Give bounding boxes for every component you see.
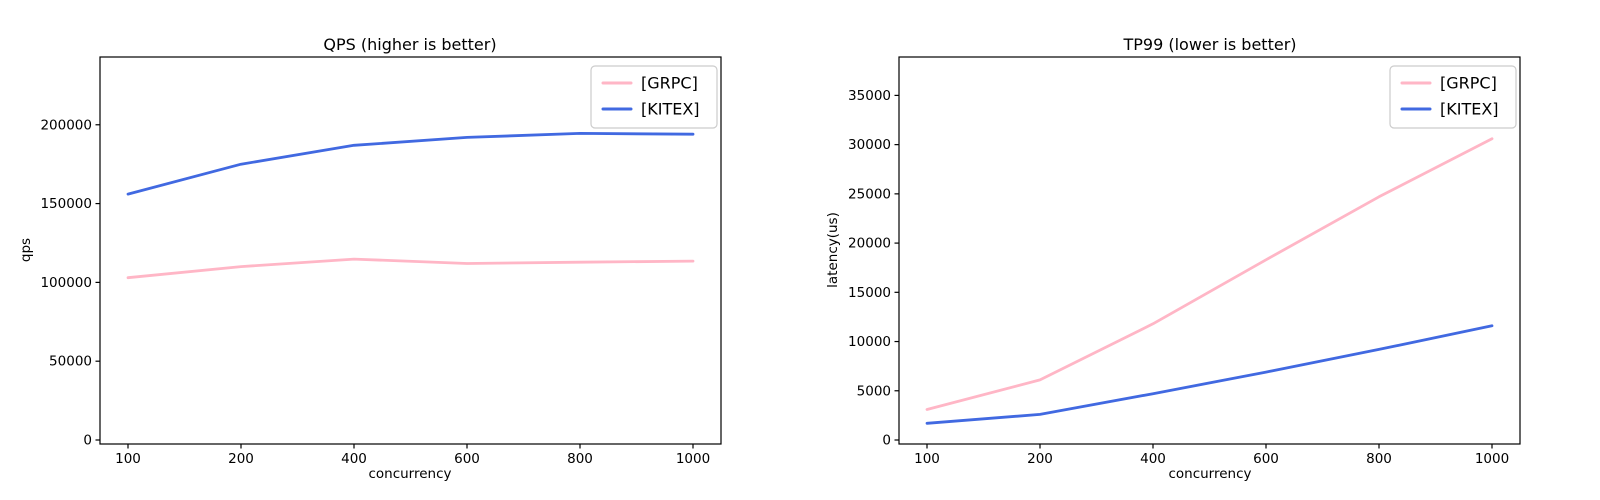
qps-plot-frame — [99, 56, 722, 445]
tp99-y-tick-label: 25000 — [848, 186, 891, 202]
qps-legend-label-kitex: [KITEX] — [641, 100, 700, 119]
tp99-y-tick-label: 35000 — [848, 88, 891, 104]
qps-y-axis-label: qps — [18, 237, 34, 263]
qps-x-axis-label: concurrency — [368, 466, 452, 482]
tp99-line-kitex — [925, 324, 1494, 425]
qps-y-tick-label: 50000 — [49, 354, 92, 370]
qps-y-tick-label: 0 — [83, 433, 92, 449]
tp99-x-tick-label: 800 — [1366, 451, 1392, 467]
tp99-legend-label-kitex: [KITEX] — [1440, 100, 1499, 119]
qps-legend: [GRPC] [KITEX] — [590, 65, 718, 129]
tp99-plot-frame — [898, 56, 1521, 445]
tp99-x-tick-label: 400 — [1140, 451, 1166, 467]
qps-legend-label-grpc: [GRPC] — [641, 74, 698, 93]
tp99-y-tick-label: 30000 — [848, 137, 891, 153]
tp99-chart: 100 200 400 600 800 1000050001000015000200002… — [848, 56, 1521, 467]
tp99-x-tick-label: 1000 — [1475, 451, 1509, 467]
tp99-chart-title: TP99 (lower is better) — [1123, 35, 1297, 54]
qps-x-tick-label: 400 — [341, 451, 367, 467]
qps-chart-title: QPS (higher is better) — [323, 35, 497, 54]
qps-x-tick-label: 1000 — [676, 451, 710, 467]
tp99-legend: [GRPC] [KITEX] — [1389, 65, 1517, 129]
tp99-y-tick-label: 10000 — [848, 334, 891, 350]
tp99-x-tick-label: 100 — [914, 451, 940, 467]
tp99-y-tick-label: 0 — [882, 433, 891, 449]
tp99-x-axis-label: concurrency — [1168, 466, 1252, 482]
tp99-x-tick-label: 200 — [1027, 451, 1053, 467]
tp99-y-axis-label: latency(us) — [825, 212, 841, 288]
tp99-x-tick-label: 600 — [1253, 451, 1279, 467]
qps-y-tick-label: 200000 — [40, 117, 92, 133]
tp99-y-tick-label: 5000 — [857, 383, 891, 399]
qps-y-tick-label: 150000 — [40, 196, 92, 212]
qps-x-tick-label: 800 — [567, 451, 593, 467]
qps-y-tick-label: 100000 — [40, 275, 92, 291]
qps-line-kitex — [126, 131, 695, 196]
tp99-line-grpc — [925, 137, 1494, 411]
qps-x-tick-label: 100 — [115, 451, 141, 467]
tp99-legend-label-grpc: [GRPC] — [1440, 74, 1497, 93]
qps-x-tick-label: 200 — [228, 451, 254, 467]
qps-x-tick-label: 600 — [454, 451, 480, 467]
tp99-y-tick-label: 15000 — [848, 285, 891, 301]
qps-line-grpc — [126, 257, 695, 280]
tp99-y-tick-label: 20000 — [848, 236, 891, 252]
qps-chart: 100 200 400 600 800 1000 0 50000 100000 150000 200… — [40, 56, 722, 467]
